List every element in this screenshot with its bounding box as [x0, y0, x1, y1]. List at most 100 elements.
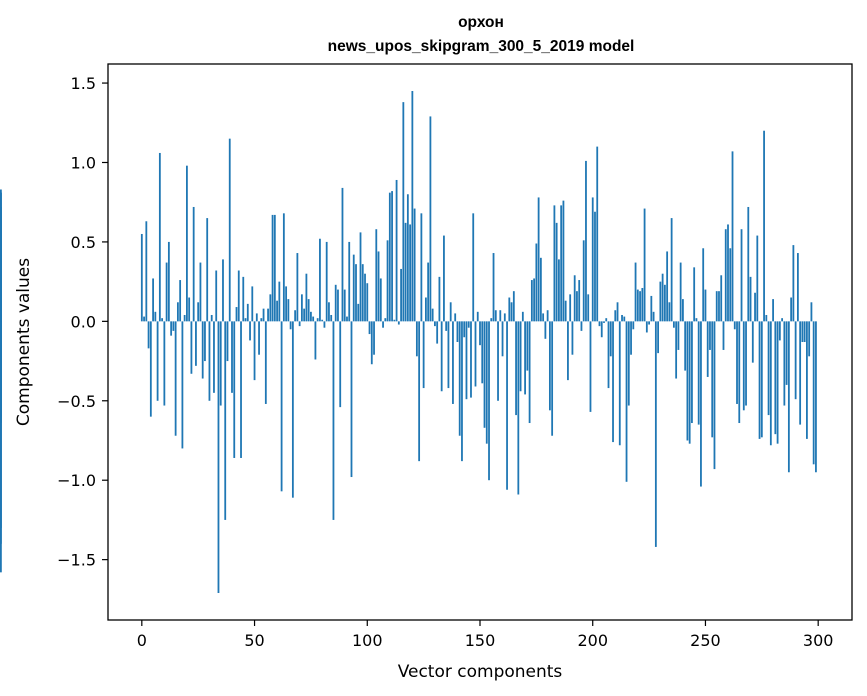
- bar-154: [488, 321, 490, 481]
- bar-130: [434, 321, 436, 327]
- bar-199: [589, 321, 592, 412]
- bar-260: [727, 224, 729, 322]
- bar-26: [199, 262, 202, 322]
- y-tick-label: −1.0: [57, 471, 96, 490]
- bar-30: [208, 321, 211, 401]
- bar-265: [738, 321, 741, 424]
- bar-213: [621, 314, 623, 322]
- bar-179: [544, 321, 547, 339]
- bar-250: [704, 289, 707, 322]
- bar-31: [210, 314, 213, 322]
- bar-139: [454, 313, 457, 322]
- bar-155: [490, 318, 493, 322]
- bar-148: [474, 321, 477, 387]
- bar-299: [815, 321, 817, 473]
- bar-212: [618, 321, 621, 446]
- bar-125: [422, 321, 425, 389]
- bar-298: [812, 321, 815, 465]
- bar-220: [636, 289, 639, 322]
- bar-58: [271, 214, 274, 322]
- bar-62: [280, 321, 283, 492]
- bar-95: [355, 264, 357, 322]
- bar-167: [517, 321, 520, 495]
- bar-182: [551, 321, 554, 436]
- bar-293: [801, 321, 804, 342]
- bar-197: [585, 160, 587, 322]
- bar-287: [787, 321, 790, 473]
- bar-266: [740, 229, 743, 322]
- bar-35: [219, 321, 222, 406]
- bar-240: [682, 299, 684, 322]
- bar-166: [515, 321, 517, 416]
- bar-7: [156, 321, 159, 401]
- bar-133: [440, 321, 443, 392]
- bar-83: [328, 302, 330, 322]
- bar-169: [521, 311, 524, 322]
- bar-185: [558, 259, 560, 322]
- bar-10: [163, 321, 166, 406]
- bar-269: [747, 206, 750, 322]
- bar-undefined: [0, 310, 2, 322]
- bar-14: [172, 321, 175, 331]
- bar-53: [260, 318, 263, 322]
- bar-99: [364, 273, 366, 322]
- bar-188: [564, 300, 567, 322]
- bar-44: [240, 321, 242, 458]
- bar-150: [479, 321, 481, 346]
- bar-172: [528, 321, 531, 424]
- bar-176: [537, 197, 540, 322]
- bar-156: [492, 253, 495, 322]
- bar-52: [258, 321, 260, 355]
- bar-253: [711, 321, 714, 438]
- bar-279: [769, 321, 772, 446]
- bar-81: [323, 321, 326, 328]
- bar-141: [458, 321, 461, 436]
- bar-4: [149, 321, 152, 417]
- bar-175: [535, 243, 538, 322]
- bar-126: [424, 297, 427, 322]
- bar-242: [686, 321, 689, 441]
- y-tick-label: −0.5: [57, 392, 96, 411]
- bar-23: [192, 206, 195, 322]
- bar-72: [303, 308, 306, 322]
- bar-39: [228, 138, 231, 322]
- bar-192: [573, 275, 576, 322]
- x-tick-label: 300: [803, 631, 834, 650]
- bar-261: [729, 248, 732, 322]
- bar-238: [677, 321, 680, 350]
- bar-211: [616, 302, 619, 322]
- bar-243: [688, 321, 691, 444]
- bar-178: [542, 313, 545, 322]
- bar-73: [305, 273, 308, 322]
- bar-64: [285, 286, 288, 322]
- bar-140: [456, 321, 459, 342]
- bar-205: [603, 321, 605, 323]
- bar-33: [215, 270, 218, 322]
- bar-22: [190, 321, 193, 374]
- bar-280: [772, 299, 774, 322]
- bar-267: [742, 321, 745, 411]
- bar-60: [276, 300, 278, 322]
- bar-271: [751, 321, 754, 363]
- bar-297: [810, 302, 813, 322]
- bar-225: [648, 321, 650, 325]
- bar-145: [467, 321, 470, 328]
- bar-259: [724, 229, 727, 322]
- bar-157: [494, 310, 497, 322]
- bar-226: [650, 295, 653, 322]
- bar-290: [794, 321, 797, 400]
- bar-186: [560, 205, 563, 322]
- bar-286: [785, 321, 788, 385]
- bar-146: [470, 321, 472, 398]
- bar-107: [382, 321, 384, 328]
- bar-115: [400, 268, 402, 322]
- bar-112: [393, 319, 396, 322]
- bar-270: [749, 276, 752, 322]
- bar-262: [731, 151, 734, 322]
- bar-164: [510, 302, 513, 322]
- x-tick-label: 150: [465, 631, 496, 650]
- bar-258: [722, 321, 725, 350]
- bar-195: [580, 321, 583, 331]
- bar-46: [244, 318, 247, 322]
